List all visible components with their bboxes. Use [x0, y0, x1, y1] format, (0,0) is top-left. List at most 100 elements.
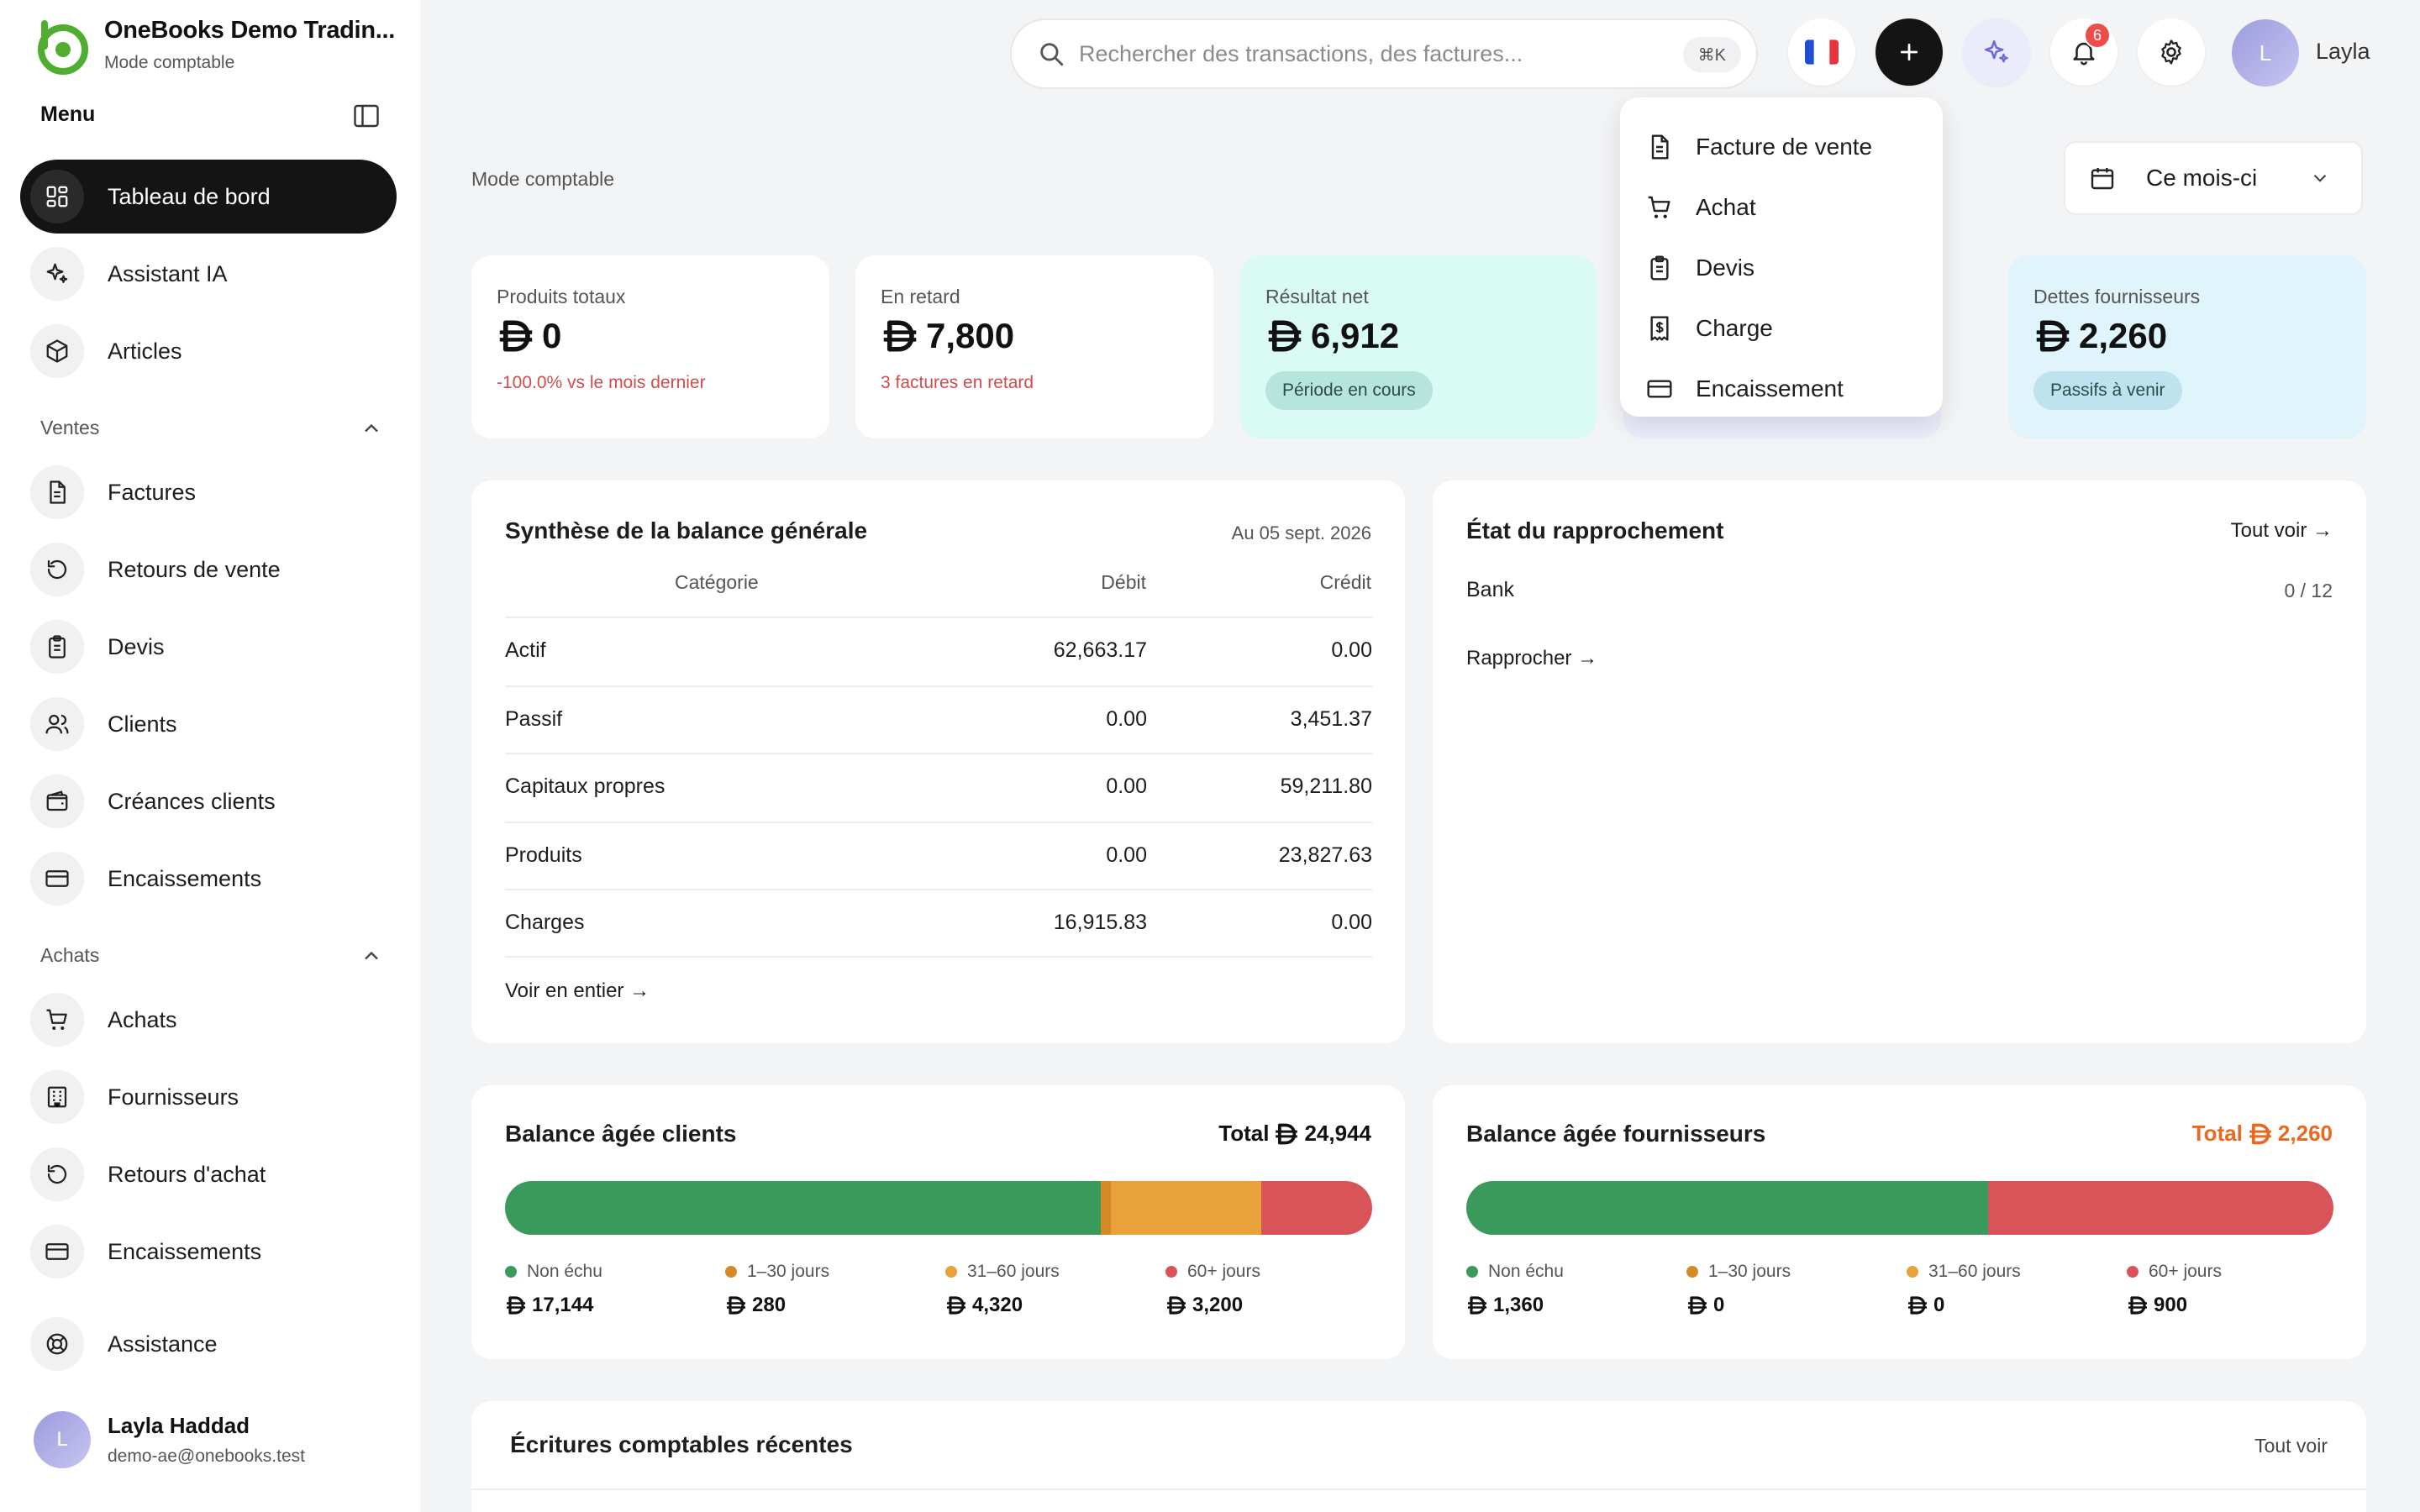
legend-label: 60+ jours — [2127, 1262, 2222, 1282]
dirham-icon — [1165, 1295, 1187, 1315]
section-purchases-title[interactable]: Achats — [40, 944, 100, 966]
sidebar-item-purchase-returns[interactable]: Retours d'achat — [20, 1137, 397, 1211]
dropdown-item-label: Facture de vente — [1696, 134, 1873, 160]
dirham-icon — [2248, 1122, 2273, 1146]
dirham-icon — [725, 1295, 747, 1315]
legend-label: 31–60 jours — [1907, 1262, 2021, 1282]
card-title: Balance âgée fournisseurs — [1466, 1121, 1766, 1147]
view-full-link[interactable]: Voir en entier → — [505, 979, 650, 1002]
sparkles-icon — [30, 247, 84, 301]
wallet-icon — [30, 774, 84, 828]
settings-button[interactable] — [2138, 18, 2205, 86]
kpi-card-net-result[interactable]: Résultat net 6,912 Période en cours — [1240, 255, 1597, 438]
sidebar-item-purchases[interactable]: Achats — [20, 983, 397, 1057]
dropdown-item-quote[interactable]: Devis — [1620, 240, 1943, 296]
card-date: Au 05 sept. 2026 — [1231, 522, 1371, 543]
dropdown-item-expense[interactable]: Charge — [1620, 301, 1943, 356]
ap-aging-card: Balance âgée fournisseurs Total 2,260 Non… — [1433, 1085, 2366, 1359]
kpi-card-supplier-payables[interactable]: Dettes fournisseurs 2,260 Passifs à veni… — [2008, 255, 2366, 438]
menu-title: Menu — [40, 102, 96, 126]
notifications-button[interactable]: 6 — [2050, 18, 2118, 86]
user-avatar[interactable]: L — [34, 1411, 91, 1468]
kpi-value: 6,912 — [1265, 316, 1399, 356]
sidebar-item-receipts[interactable]: Encaissements — [20, 842, 397, 916]
sidebar-item-payments[interactable]: Encaissements — [20, 1215, 397, 1289]
ar-aging-card: Balance âgée clients Total 24,944 Non éch… — [471, 1085, 1405, 1359]
breadcrumb: Mode comptable — [471, 168, 615, 190]
sidebar-item-suppliers[interactable]: Fournisseurs — [20, 1060, 397, 1134]
legend-value: 1,360 — [1466, 1294, 1544, 1317]
sidebar-item-label: Devis — [108, 633, 165, 659]
sidebar-item-label: Factures — [108, 479, 197, 505]
chevron-up-icon[interactable] — [360, 417, 383, 440]
building-icon — [30, 1070, 84, 1124]
sidebar-item-receivables[interactable]: Créances clients — [20, 764, 397, 838]
dropdown-item-sales-invoice[interactable]: Facture de vente — [1620, 119, 1943, 175]
kpi-card-total-revenue[interactable]: Produits totaux 0 -100.0% vs le mois der… — [471, 255, 829, 438]
sidebar-item-support[interactable]: Assistance — [20, 1307, 397, 1381]
view-all-link[interactable]: Tout voir → — [2230, 519, 2333, 542]
kpi-card-overdue[interactable]: En retard 7,800 3 factures en retard — [855, 255, 1213, 438]
sidebar-item-invoices[interactable]: Factures — [20, 455, 397, 529]
sidebar-item-label: Retours de vente — [108, 556, 281, 582]
legend-value: 280 — [725, 1294, 786, 1317]
table-row: Passif 0.00 3,451.37 — [505, 685, 1372, 754]
card-title: Synthèse de la balance générale — [505, 517, 868, 543]
legend-label: 60+ jours — [1165, 1262, 1260, 1282]
chevron-up-icon[interactable] — [360, 944, 383, 968]
column-header: Débit — [1101, 571, 1146, 593]
language-button[interactable] — [1788, 18, 1855, 86]
search-icon — [1040, 43, 1064, 66]
period-select[interactable]: Ce mois-ci — [2064, 141, 2363, 215]
header-user-name[interactable]: Layla — [2316, 39, 2370, 64]
sidebar-item-ai-assistant[interactable]: Assistant IA — [20, 237, 397, 311]
legend-value: 17,144 — [505, 1294, 593, 1317]
legend-dot — [1165, 1266, 1177, 1278]
divider — [471, 1488, 2366, 1490]
sidebar-item-articles[interactable]: Articles — [20, 314, 397, 388]
view-all-link[interactable]: Tout voir — [2254, 1435, 2328, 1457]
search-bar[interactable]: ⌘K — [1010, 18, 1758, 89]
sidebar-item-dashboard[interactable]: Tableau de bord — [20, 160, 397, 234]
aging-total: Total 2,260 — [2191, 1121, 2333, 1146]
dropdown-item-label: Encaissement — [1696, 375, 1844, 402]
trial-balance-card: Synthèse de la balance générale Au 05 se… — [471, 480, 1405, 1043]
sidebar-item-label: Retours d'achat — [108, 1161, 266, 1187]
card-icon — [1645, 375, 1674, 403]
section-sales-title[interactable]: Ventes — [40, 417, 100, 438]
sidebar-collapse-icon[interactable] — [351, 101, 381, 131]
sidebar-item-label: Clients — [108, 711, 177, 737]
aging-segment — [1988, 1181, 2333, 1235]
legend-dot — [725, 1266, 737, 1278]
sidebar-item-sales-returns[interactable]: Retours de vente — [20, 533, 397, 606]
dropdown-item-receipt[interactable]: Encaissement — [1620, 361, 1943, 417]
create-button[interactable] — [1876, 18, 1943, 86]
reconciliation-progress: 0 / 12 — [2284, 580, 2333, 601]
rotate-icon — [30, 543, 84, 596]
search-input[interactable] — [1079, 40, 1667, 67]
card-title: État du rapprochement — [1466, 517, 1724, 543]
legend-dot — [505, 1266, 517, 1278]
sidebar-item-quotes[interactable]: Devis — [20, 610, 397, 684]
dirham-icon — [1686, 1295, 1708, 1315]
dropdown-item-purchase[interactable]: Achat — [1620, 180, 1943, 235]
table-row: Actif 62,663.17 0.00 — [505, 617, 1372, 685]
kpi-pill: Période en cours — [1265, 371, 1433, 410]
sidebar-item-label: Assistant IA — [108, 260, 228, 286]
sidebar-item-label: Encaissements — [108, 1238, 262, 1264]
header-avatar[interactable]: L — [2232, 19, 2299, 87]
legend-dot — [2127, 1266, 2139, 1278]
sparkles-icon — [1982, 38, 2011, 66]
user-name: Layla Haddad — [108, 1413, 250, 1438]
kpi-label: Résultat net — [1265, 286, 1369, 307]
kpi-overdue-count: 3 factures en retard — [881, 373, 1034, 392]
sidebar-item-label: Tableau de bord — [108, 183, 271, 209]
kpi-pill: Passifs à venir — [2033, 371, 2182, 410]
sidebar-item-customers[interactable]: Clients — [20, 687, 397, 761]
dirham-icon — [2127, 1295, 2149, 1315]
dirham-icon — [497, 318, 535, 354]
reconcile-link[interactable]: Rapprocher → — [1466, 647, 1598, 669]
cart-icon — [30, 993, 84, 1047]
sidebar-item-label: Créances clients — [108, 788, 276, 814]
ai-button[interactable] — [1963, 18, 2030, 86]
